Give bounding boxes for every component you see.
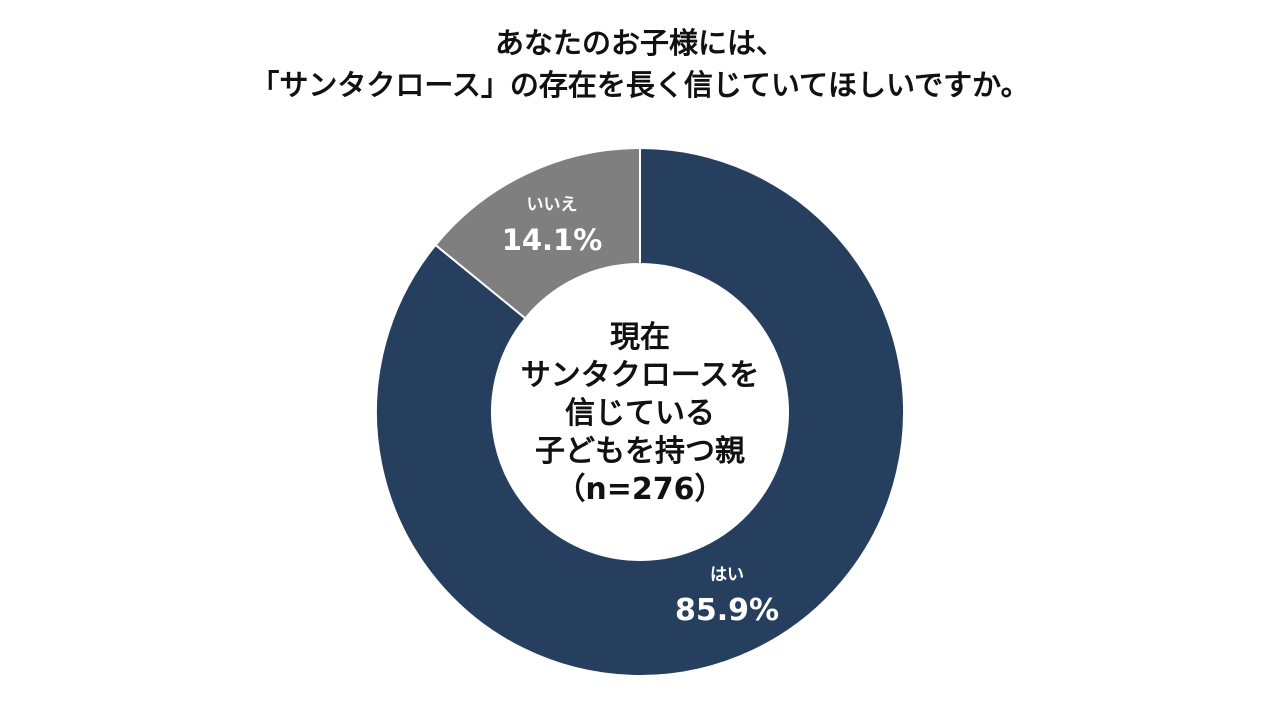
slice-value-yes: 85.9%	[675, 593, 779, 628]
chart-title-line-1: あなたのお子様には、	[494, 26, 785, 60]
chart-title: あなたのお子様には、 「サンタクロース」の存在を長く信じていてほしいですか。	[0, 22, 1280, 106]
center-label-line-2: サンタクロースを	[521, 358, 760, 393]
slice-label-no: いいえ	[527, 195, 578, 215]
donut-slices	[375, 146, 905, 677]
center-label-line-3: 信じている	[565, 396, 715, 431]
slice-no	[434, 146, 641, 320]
chart-title-line-2: 「サンタクロース」の存在を長く信じていてほしいですか。	[250, 68, 1030, 102]
slice-labels: はい 85.9% いいえ 14.1%	[502, 195, 779, 628]
center-label-line-5: （n=276）	[555, 472, 724, 507]
slice-value-no: 14.1%	[502, 223, 603, 257]
slice-label-yes: はい	[710, 565, 744, 585]
center-label-line-4: 子どもを持つ親	[535, 434, 745, 469]
center-label-line-1: 現在	[610, 320, 670, 355]
slice-yes	[375, 146, 905, 677]
